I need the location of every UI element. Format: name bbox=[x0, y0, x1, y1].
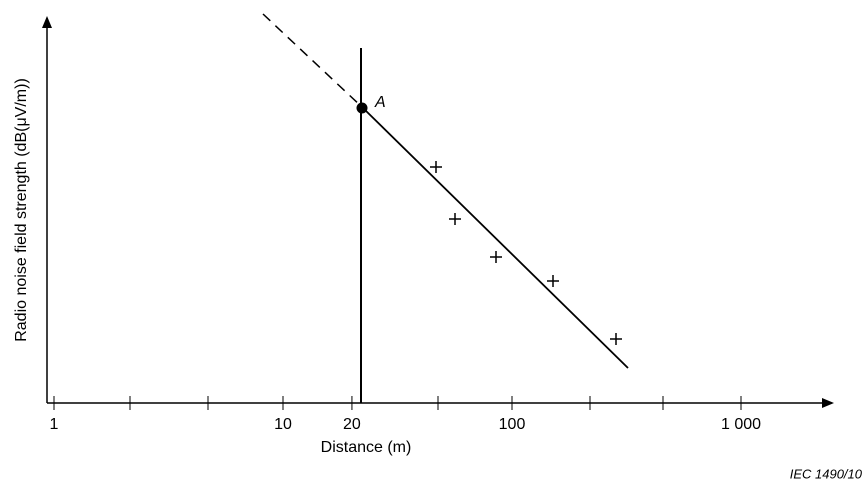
measured-points bbox=[430, 161, 622, 345]
x-tick-label: 20 bbox=[343, 416, 361, 433]
x-tick-label: 1 000 bbox=[721, 416, 761, 433]
extrapolation-line bbox=[262, 13, 364, 109]
x-axis-title: Distance (m) bbox=[321, 439, 412, 456]
minor-ticks bbox=[129, 396, 664, 410]
fit-line bbox=[362, 107, 629, 369]
x-tick-label: 10 bbox=[274, 416, 292, 433]
y-axis-title: Radio noise field strength (dB(μV/m)) bbox=[13, 78, 30, 342]
x-tick-label: 100 bbox=[499, 416, 526, 433]
point-a bbox=[356, 102, 368, 114]
x-tick-label: 1 bbox=[50, 416, 59, 433]
point-label: A bbox=[374, 94, 386, 111]
figure-ref: IEC 1490/10 bbox=[790, 466, 863, 481]
